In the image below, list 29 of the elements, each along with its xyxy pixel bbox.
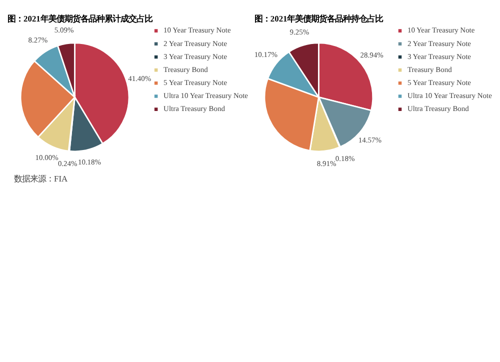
legend-label: Ultra Treasury Bond xyxy=(164,104,226,114)
data-label: 0.24% xyxy=(58,158,78,168)
legend-label: 10 Year Treasury Note xyxy=(164,26,232,35)
data-label: 41.40% xyxy=(128,74,152,84)
data-label: 10.18% xyxy=(78,158,101,167)
legend-label: Ultra 10 Year Treasury Note xyxy=(407,91,493,100)
data-label: 28.94% xyxy=(360,50,384,60)
legend-label: Ultra Treasury Bond xyxy=(407,104,470,114)
data-label: 8.27% xyxy=(28,36,48,45)
legend-label: 3 Year Treasury Note xyxy=(164,52,228,61)
data-label: 10.00% xyxy=(35,153,58,162)
chart-title: 图：2021年美债期货各品种持仓占比 xyxy=(254,13,384,24)
data-label: 0.18% xyxy=(335,154,355,163)
chart-title: 图：2021年美债期货各品种累计成交占比 xyxy=(8,13,152,24)
data-label: 10.17% xyxy=(254,50,278,60)
data-label: 8.91% xyxy=(316,158,336,168)
legend-label: Treasury Bond xyxy=(407,64,452,74)
legend-label: 2 Year Treasury Note xyxy=(164,38,228,48)
legend-label: 2 Year Treasury Note xyxy=(407,38,472,48)
data-label: 5.09% xyxy=(54,26,74,35)
legend-label: 3 Year Treasury Note xyxy=(407,52,472,61)
legend-label: 5 Year Treasury Note xyxy=(164,78,228,88)
legend-label: Ultra 10 Year Treasury Note xyxy=(164,91,249,100)
source-note: 数据来源：FIA xyxy=(14,174,68,184)
data-label: 14.57% xyxy=(358,136,382,145)
legend-label: 5 Year Treasury Note xyxy=(407,78,472,88)
data-label: 9.25% xyxy=(290,28,310,37)
legend-label: 10 Year Treasury Note xyxy=(407,26,476,35)
legend-label: Treasury Bond xyxy=(164,64,208,74)
